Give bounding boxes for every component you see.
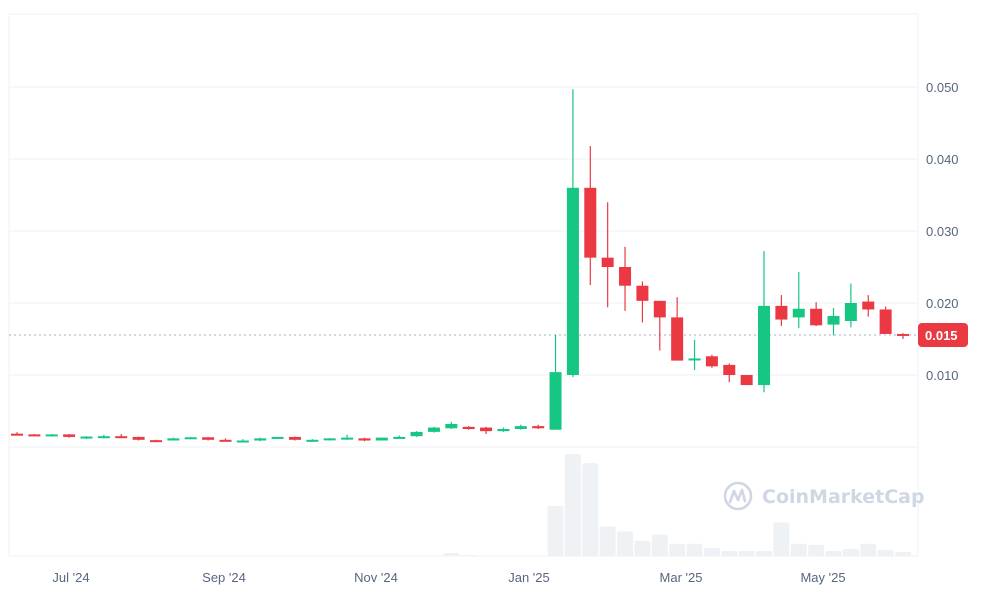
volume-bars [443,454,911,556]
candle[interactable] [445,421,458,429]
volume-bar [808,544,825,556]
volume-bar [860,543,877,556]
current-price-label: 0.015 [925,328,958,343]
volume-bar [686,543,703,556]
volume-bar [460,554,477,556]
watermark-brand-text: CoinMarketCap [762,486,925,508]
volume-bar [599,526,616,556]
candle[interactable] [705,354,718,368]
candle[interactable] [758,251,771,393]
candle[interactable] [427,426,440,433]
current-price-badge: 0.015 [918,323,968,347]
candle[interactable] [897,333,909,339]
candle[interactable] [619,246,632,311]
candle[interactable] [723,363,736,383]
candle[interactable] [11,432,23,436]
candle[interactable] [323,438,336,441]
volume-bar [582,463,599,556]
candle[interactable] [688,339,701,370]
volume-bar [564,454,581,556]
volume-bar [547,506,564,556]
volume-bar [773,522,790,556]
x-tick-label: Jan '25 [508,570,550,585]
x-tick-label: Sep '24 [202,570,246,585]
volume-bar [756,550,773,556]
candle[interactable] [28,434,41,437]
candle[interactable] [393,435,406,439]
candle[interactable] [497,427,510,432]
candle[interactable] [566,89,579,378]
y-tick-label: 0.010 [926,368,959,383]
candle[interactable] [653,300,666,351]
x-tick-label: Nov '24 [354,570,398,585]
candle[interactable] [132,436,145,441]
candle[interactable] [480,426,493,435]
volume-bar [634,540,651,556]
candle[interactable] [271,436,284,440]
price-candles[interactable] [11,89,909,443]
volume-bar [790,543,807,556]
candle[interactable] [584,146,597,285]
candle[interactable] [149,439,162,443]
volume-bar [703,547,720,556]
x-tick-label: May '25 [800,570,845,585]
candle[interactable] [792,272,805,329]
candle[interactable] [254,437,267,442]
candle[interactable] [358,437,371,442]
y-axis: 0.050 0.040 0.030 0.020 0.010 [926,80,959,383]
y-tick-label: 0.020 [926,296,959,311]
candle[interactable] [219,438,232,442]
candle[interactable] [97,434,110,439]
candle[interactable] [844,283,857,328]
candle[interactable] [532,424,545,429]
y-tick-label: 0.030 [926,224,959,239]
candle[interactable] [63,434,76,438]
candle[interactable] [514,424,527,430]
candle[interactable] [549,334,562,430]
chart-frame [8,13,919,557]
volume-bar [669,543,686,556]
candle[interactable] [341,434,354,440]
price-gridlines [9,86,918,376]
candle[interactable] [115,434,128,439]
candle[interactable] [288,436,301,441]
candle[interactable] [810,302,823,327]
volume-bar [895,551,911,556]
coinmarketcap-logo-icon [723,481,753,511]
candle[interactable] [184,436,197,440]
candle[interactable] [306,439,319,442]
volume-bar [721,550,738,556]
candle[interactable] [236,439,249,443]
volume-bar [443,552,460,556]
candle[interactable] [740,375,753,386]
volume-bar [877,549,894,556]
candle[interactable] [375,437,388,441]
volume-bar [842,548,859,556]
coinmarketcap-watermark: CoinMarketCap [723,481,925,511]
candle[interactable] [80,436,93,440]
candle[interactable] [775,295,788,327]
candle[interactable] [601,202,614,308]
volume-bar [738,550,755,556]
volume-bar [651,534,668,556]
volume-bar [617,531,634,556]
candle[interactable] [862,295,875,317]
candle[interactable] [879,306,892,334]
candle[interactable] [827,308,840,336]
candle[interactable] [636,281,649,323]
y-tick-label: 0.040 [926,152,959,167]
candle[interactable] [410,431,423,437]
candle[interactable] [202,436,215,441]
candle[interactable] [45,434,58,437]
x-tick-label: Jul '24 [52,570,89,585]
x-axis: Jul '24 Sep '24 Nov '24 Jan '25 Mar '25 May '… [52,570,845,585]
candle[interactable] [462,426,475,430]
y-tick-label: 0.050 [926,80,959,95]
candle[interactable] [671,297,684,361]
x-tick-label: Mar '25 [660,570,703,585]
candle[interactable] [167,437,180,441]
volume-bar [825,550,842,556]
